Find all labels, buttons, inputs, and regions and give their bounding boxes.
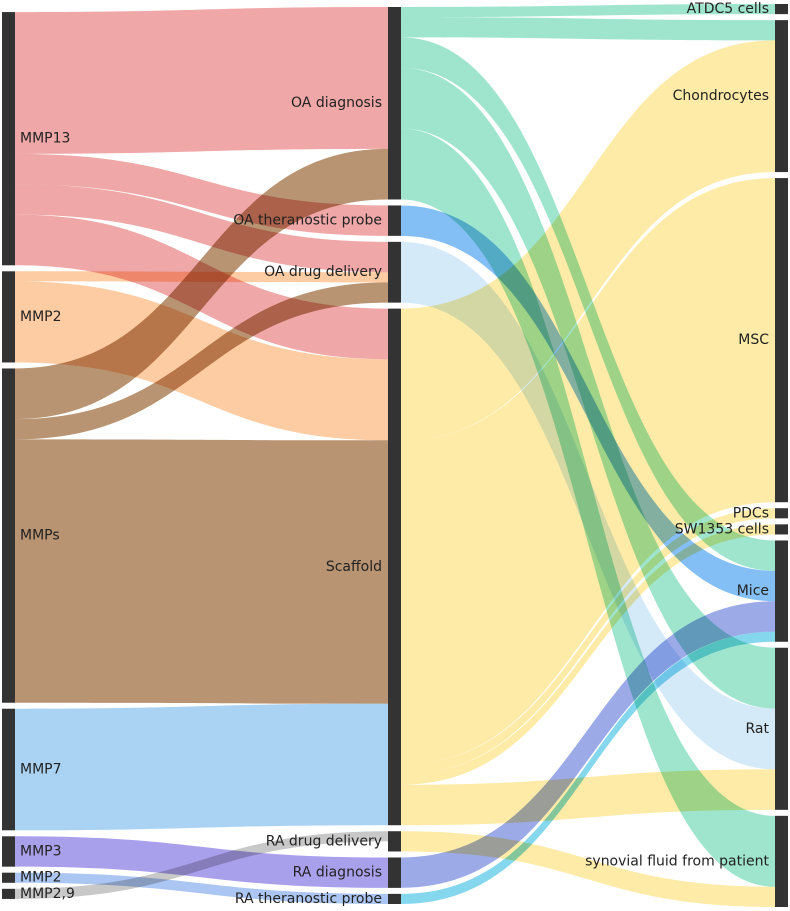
node-label-oa_thera: OA theranostic probe [233,213,382,229]
node-rat [775,647,788,810]
node-msc [775,178,788,503]
node-sw1353 [775,524,788,535]
node-mmp13 [2,12,15,266]
node-label-pdcs: PDCs [733,505,769,521]
node-chondro [775,20,788,173]
node-mmps [2,368,15,703]
node-ra_thera [388,893,401,904]
node-label-mmp3: MMP3 [20,843,62,859]
node-oa_diag [388,7,401,200]
node-label-mmp2b: MMP2 [20,870,62,886]
node-atdc5 [775,4,788,15]
link-scaffold-to-pdcs [401,508,775,775]
link-mmp13-to-oa_drug [15,184,388,273]
link-mmp7-to-scaffold [15,703,388,831]
node-label-atdc5: ATDC5 cells [687,1,769,17]
link-scaffold-to-msc [401,178,775,765]
node-mmp2 [2,271,15,363]
node-label-ra_diag: RA diagnosis [293,865,382,881]
link-ra_diag-to-mice [401,601,775,888]
node-label-mmp2: MMP2 [20,309,62,325]
node-label-mmp13: MMP13 [20,131,70,147]
node-label-mice: Mice [737,583,769,599]
link-ra_thera-to-mice [401,631,775,904]
node-oa_thera [388,205,401,236]
node-label-scaffold: Scaffold [326,559,382,575]
link-mmps-to-scaffold [15,439,388,704]
node-label-mmp7: MMP7 [20,762,62,778]
node-pdcs [775,508,788,519]
link-mmps-to-oa_drug [15,282,388,440]
link-scaffold-to-chondro [401,40,775,441]
link-oa_diag-to-atdc5 [401,4,775,18]
node-label-sw1353: SW1353 cells [675,521,769,537]
sankey-nodes [2,4,788,907]
node-mmp2b [2,872,15,883]
node-label-oa_drug: OA drug delivery [264,264,382,280]
link-mmp29-to-ra_drug [15,831,388,899]
node-label-oa_diag: OA diagnosis [291,95,382,111]
node-label-synovial: synovial fluid from patient [585,853,769,869]
link-mmps-to-oa_diag [15,148,388,420]
node-mmp7 [2,708,15,831]
node-label-chondro: Chondrocytes [673,88,769,104]
node-mmp3 [2,836,15,867]
link-mmp2b-to-ra_thera [15,872,388,904]
link-scaffold-to-sw1353 [401,524,775,785]
node-synovial [775,815,788,907]
node-label-mmps: MMPs [20,528,60,544]
link-scaffold-to-rat [401,769,775,826]
node-mice [775,540,788,642]
node-ra_drug [388,831,401,852]
sankey-links [15,4,775,907]
link-oa_diag-to-chondro [401,17,775,41]
link-mmp13-to-oa_diag [15,7,388,154]
node-ra_diag [388,857,401,888]
node-label-ra_drug: RA drug delivery [266,833,382,849]
node-label-ra_thera: RA theranostic probe [235,891,382,907]
node-mmp29 [2,888,15,899]
node-label-msc: MSC [738,332,769,348]
node-scaffold [388,308,401,826]
node-oa_drug [388,241,401,303]
node-label-mmp29: MMP2,9 [20,886,75,902]
node-label-rat: Rat [746,721,770,737]
